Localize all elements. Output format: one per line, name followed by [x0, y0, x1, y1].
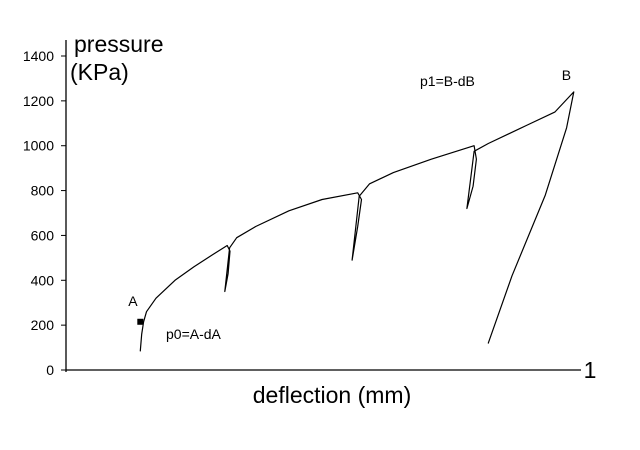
y-tick-label: 0 — [46, 362, 54, 378]
point-label-A: A — [128, 293, 138, 309]
y-tick-label: 400 — [31, 272, 55, 288]
point-marker-A — [137, 318, 144, 325]
y-axis-title-line2: (KPa) — [70, 59, 129, 85]
x-axis-title: deflection (mm) — [253, 382, 411, 408]
annotation-p1: p1=B-dB — [420, 73, 475, 89]
y-tick-label: 200 — [31, 317, 55, 333]
y-tick-label: 1000 — [23, 138, 54, 154]
x-tick-label: 1 — [584, 357, 597, 383]
point-annotations: AB — [128, 67, 571, 325]
y-tick-label: 1400 — [23, 48, 54, 64]
series-line-0 — [139, 91, 575, 352]
series-layer — [139, 91, 575, 352]
y-tick-label: 600 — [31, 227, 55, 243]
x-ticks: 1 — [584, 357, 597, 383]
y-tick-label: 1200 — [23, 93, 54, 109]
x-axis: 1 — [66, 357, 596, 383]
y-tick-label: 800 — [31, 183, 55, 199]
annotation-p0: p0=A-dA — [166, 326, 222, 342]
y-ticks: 0 200 400 600 800 1000 1200 1400 — [23, 48, 66, 378]
y-axis-title-line1: pressure — [74, 31, 163, 57]
point-label-B: B — [562, 67, 571, 83]
y-axis: 0 200 400 600 800 1000 1200 1400 — [23, 40, 67, 378]
